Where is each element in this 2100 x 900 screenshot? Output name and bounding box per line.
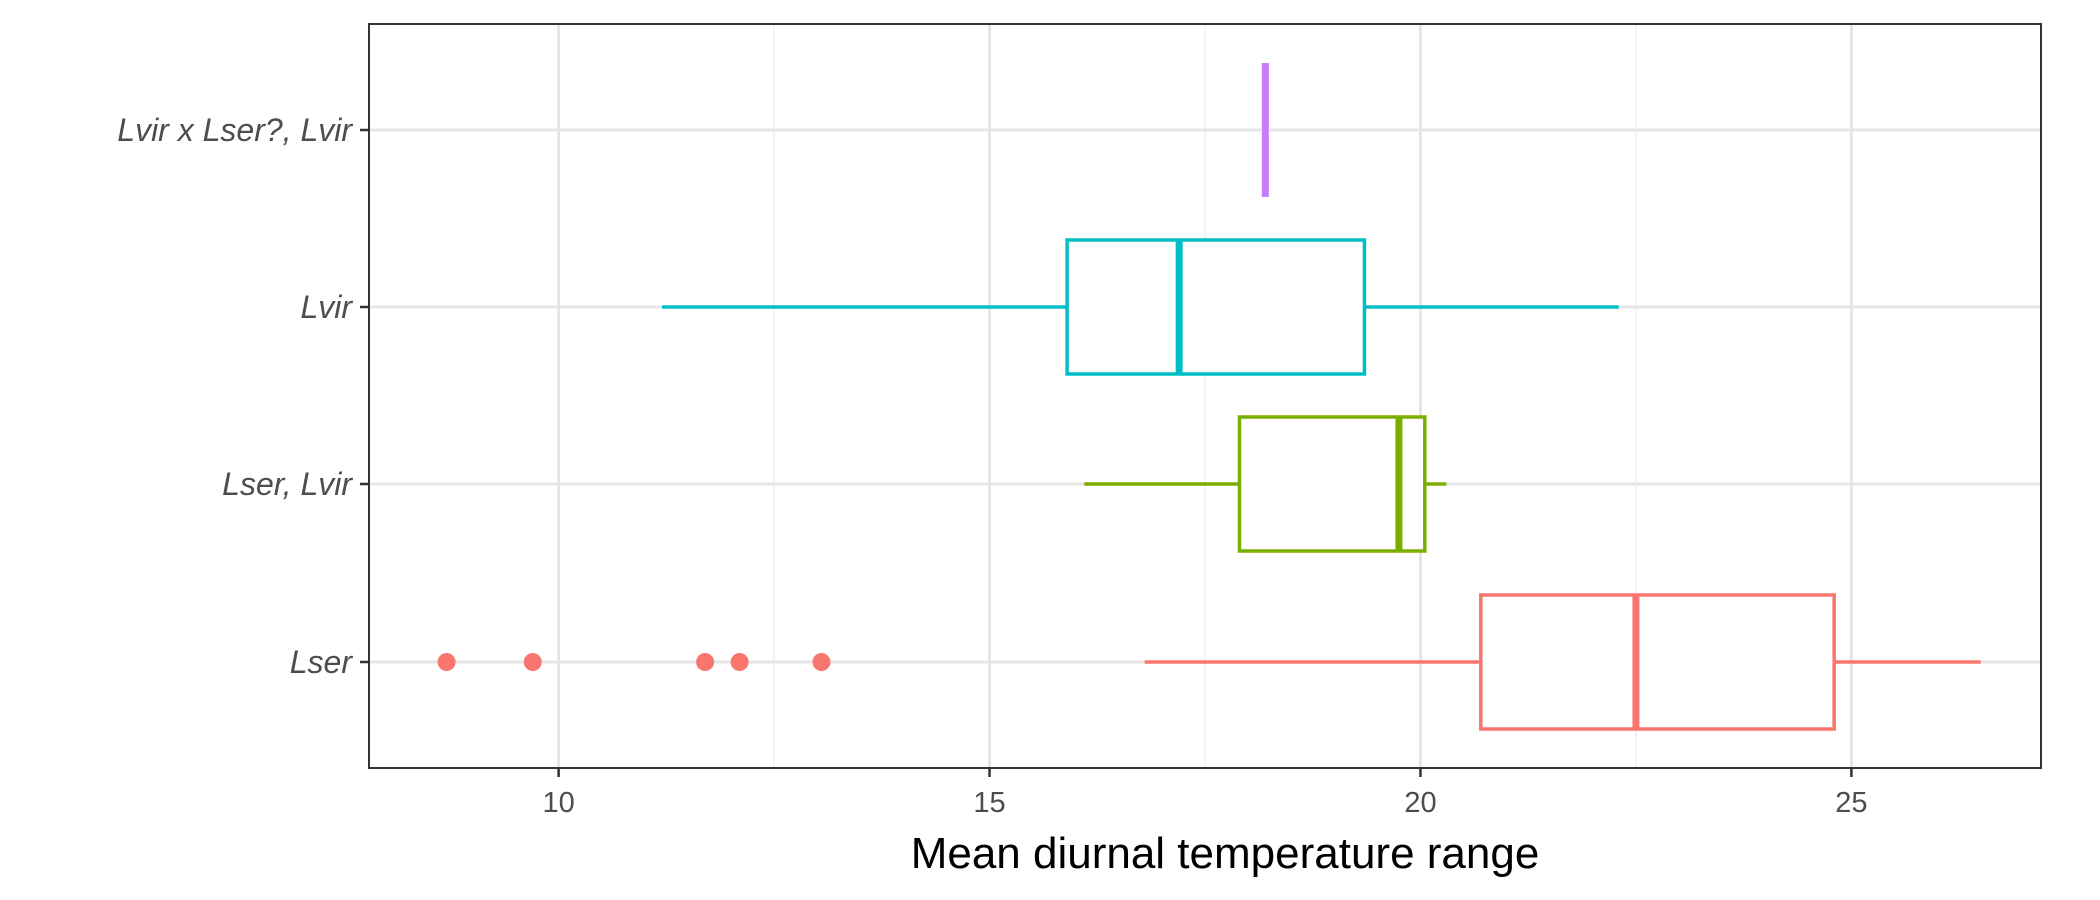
outlier-point bbox=[437, 653, 456, 671]
x-tick-label: 20 bbox=[1404, 787, 1436, 819]
x-tick-label: 15 bbox=[973, 787, 1005, 819]
y-category-label: Lvir x Lser?, Lvir bbox=[117, 112, 353, 148]
outlier-point bbox=[696, 653, 715, 671]
box-series bbox=[437, 63, 1981, 731]
y-category-label: Lser, Lvir bbox=[222, 466, 353, 502]
x-axis: 10 15 20 25 bbox=[542, 768, 1868, 819]
y-category-label: Lser bbox=[290, 644, 354, 680]
x-tick-label: 10 bbox=[542, 787, 574, 819]
y-axis: Lvir x Lser?, Lvir Lvir Lser, Lvir Lser bbox=[117, 112, 369, 680]
outlier-point bbox=[523, 653, 542, 671]
box-iqr bbox=[1237, 415, 1427, 553]
x-axis-title: Mean diurnal temperature range bbox=[911, 829, 1540, 878]
box-iqr bbox=[1065, 238, 1367, 376]
outlier-point bbox=[730, 653, 749, 671]
outlier-point bbox=[812, 653, 831, 671]
plot-border bbox=[368, 23, 2042, 769]
box-iqr bbox=[1479, 593, 1836, 731]
y-category-label: Lvir bbox=[300, 289, 353, 325]
x-tick-label: 25 bbox=[1835, 787, 1867, 819]
